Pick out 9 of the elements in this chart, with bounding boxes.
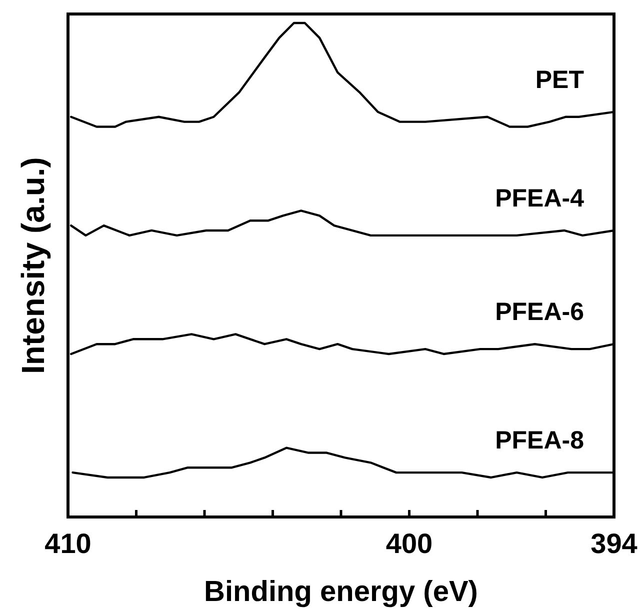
series-label: PET <box>535 66 584 94</box>
x-tick-label: 394 <box>590 528 638 559</box>
series-label: PFEA-4 <box>495 184 584 212</box>
series-label: PFEA-6 <box>495 298 584 326</box>
y-axis-title: Intensity (a.u.) <box>15 157 51 374</box>
series-label: PFEA-8 <box>495 426 584 455</box>
x-tick-label: 410 <box>44 528 92 559</box>
x-axis-title: Binding energy (eV) <box>204 576 478 608</box>
x-tick-label: 400 <box>386 528 433 559</box>
